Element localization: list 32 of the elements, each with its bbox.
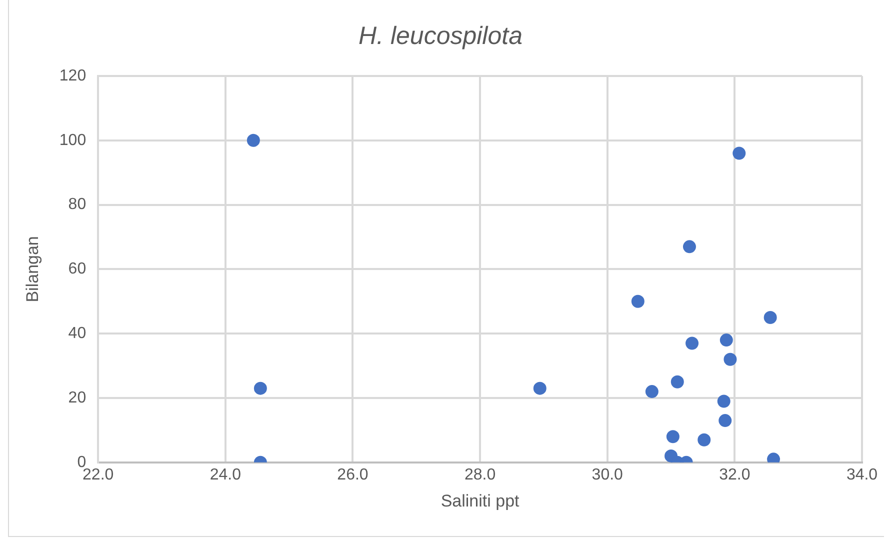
x-tick-label: 30.0 [592, 466, 624, 484]
point [724, 352, 737, 366]
point [670, 375, 684, 388]
y-tick-label: 40 [68, 325, 86, 342]
y-tick-label: 20 [68, 389, 86, 406]
point [720, 334, 733, 347]
point [682, 240, 696, 254]
x-tick-label: 26.0 [337, 466, 368, 484]
point [666, 430, 680, 444]
x-tick-label: 34.0 [846, 466, 878, 484]
point [631, 294, 644, 308]
point [254, 382, 267, 395]
point [764, 311, 777, 324]
point [732, 146, 746, 160]
x-tick-label: 28.0 [464, 466, 496, 484]
y-tick-label: 120 [59, 67, 86, 84]
y-tick-label: 60 [68, 260, 86, 278]
point [246, 134, 260, 147]
point [645, 385, 658, 398]
point [717, 394, 730, 408]
chart-title: H. leucospilota [358, 22, 523, 50]
point [718, 414, 732, 428]
y-tick-label: 80 [68, 196, 86, 214]
y-axis-title: Bilangan [22, 236, 42, 302]
x-tick-label: 22.0 [82, 466, 114, 484]
x-tick-label: 24.0 [210, 466, 242, 484]
point [698, 433, 711, 446]
point [533, 382, 546, 395]
x-tick-label: 32.0 [719, 466, 750, 484]
point [686, 336, 699, 350]
y-tick-label: 100 [59, 132, 86, 149]
x-axis-title: Saliniti ppt [440, 491, 520, 510]
